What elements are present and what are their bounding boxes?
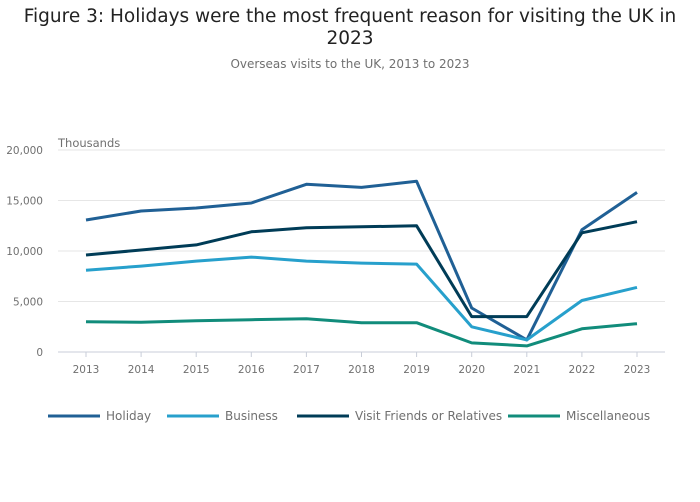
series-line-miscellaneous	[85, 317, 638, 348]
y-axis-label: Thousands	[57, 136, 120, 150]
x-tick-label: 2015	[183, 364, 210, 376]
x-tick-label: 2020	[458, 364, 485, 376]
y-tick-label: 10,000	[6, 246, 43, 258]
series-line-visit-friends-or-relatives	[85, 220, 638, 319]
y-tick-label: 15,000	[6, 196, 43, 208]
series-line-holiday	[85, 179, 638, 342]
x-tick-label: 2014	[128, 364, 155, 376]
x-tick-label: 2018	[348, 364, 375, 376]
legend-label: Visit Friends or Relatives	[355, 409, 502, 423]
x-tick-label: 2019	[403, 364, 430, 376]
x-tick-label: 2017	[293, 364, 320, 376]
x-tick-label: 2022	[569, 364, 596, 376]
y-tick-label: 5,000	[13, 297, 43, 309]
y-tick-label: 0	[36, 347, 43, 359]
legend-label: Business	[225, 409, 278, 423]
chart-title: Figure 3: Holidays were the most frequen…	[23, 6, 677, 49]
series-line-business	[85, 255, 638, 342]
legend-label: Holiday	[106, 409, 151, 423]
legend-label: Miscellaneous	[566, 409, 650, 423]
x-tick-label: 2013	[73, 364, 100, 376]
x-tick-label: 2023	[624, 364, 651, 376]
x-tick-label: 2016	[238, 364, 265, 376]
y-tick-label: 20,000	[6, 145, 43, 157]
x-tick-label: 2021	[513, 364, 540, 376]
chart-subtitle: Overseas visits to the UK, 2013 to 2023	[230, 57, 470, 71]
